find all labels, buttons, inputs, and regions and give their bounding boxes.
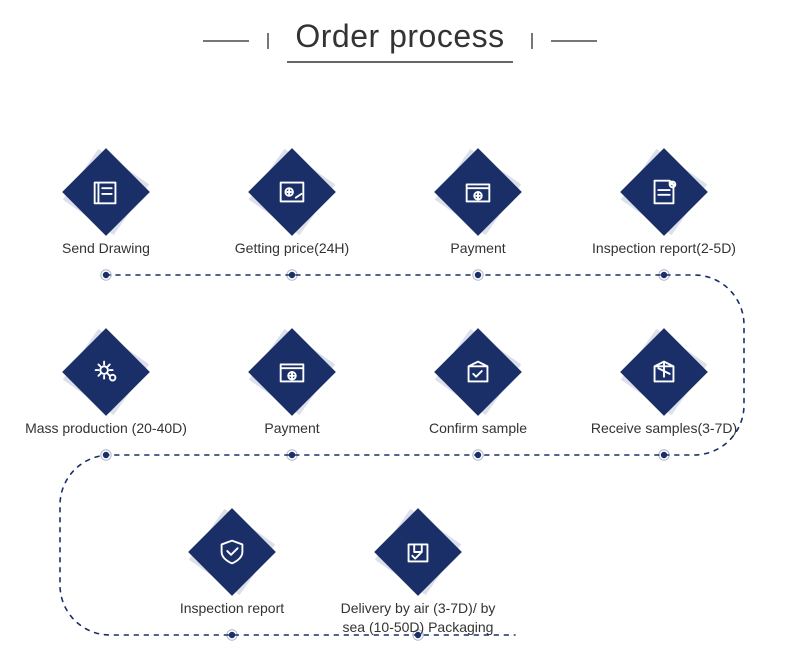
title-bar: Order process xyxy=(0,18,800,63)
step-label: Mass production (20-40D) xyxy=(21,419,191,438)
step-label: Payment xyxy=(207,419,377,438)
order-process-diagram: Order process Send Drawing Getting price(… xyxy=(0,0,800,664)
gears-icon xyxy=(89,355,123,389)
step-icon-wrap xyxy=(69,335,143,409)
step-label: Getting price(24H) xyxy=(207,239,377,258)
step-label: Payment xyxy=(393,239,563,258)
box-check-icon xyxy=(461,355,495,389)
package-icon xyxy=(647,355,681,389)
step-icon-wrap xyxy=(195,515,269,589)
title-decor-right-tick xyxy=(531,33,533,49)
process-step-inspection-1: Inspection report(2-5D) xyxy=(574,155,754,258)
step-label: Inspection report(2-5D) xyxy=(579,239,749,258)
title-decor-left-line xyxy=(203,40,249,42)
diamond xyxy=(374,508,462,596)
step-icon-wrap xyxy=(441,335,515,409)
process-step-delivery: Delivery by air (3-7D)/ by sea (10-50D) … xyxy=(328,515,508,637)
step-icon-wrap xyxy=(441,155,515,229)
process-step-confirm-sample: Confirm sample xyxy=(388,335,568,438)
diamond xyxy=(434,328,522,416)
process-step-send-drawing: Send Drawing xyxy=(16,155,196,258)
title-decor-right-line xyxy=(551,40,597,42)
process-step-payment-1: Payment xyxy=(388,155,568,258)
diamond xyxy=(620,148,708,236)
step-icon-wrap xyxy=(255,335,329,409)
price-icon xyxy=(275,175,309,209)
step-icon-wrap xyxy=(255,155,329,229)
diamond xyxy=(248,328,336,416)
step-label: Confirm sample xyxy=(393,419,563,438)
step-label: Inspection report xyxy=(147,599,317,618)
step-label: Receive samples(3-7D) xyxy=(579,419,749,438)
step-label: Delivery by air (3-7D)/ by sea (10-50D) … xyxy=(333,599,503,637)
step-icon-wrap xyxy=(381,515,455,589)
process-step-getting-price: Getting price(24H) xyxy=(202,155,382,258)
diamond xyxy=(434,148,522,236)
process-step-payment-2: Payment xyxy=(202,335,382,438)
step-icon-wrap xyxy=(627,335,701,409)
report-icon xyxy=(647,175,681,209)
diamond xyxy=(248,148,336,236)
shield-icon xyxy=(215,535,249,569)
diamond xyxy=(188,508,276,596)
page-title: Order process xyxy=(287,18,512,63)
process-step-receive-samples: Receive samples(3-7D) xyxy=(574,335,754,438)
title-decor-left-tick xyxy=(267,33,269,49)
scroll-icon xyxy=(89,175,123,209)
diamond xyxy=(62,148,150,236)
process-step-inspection-2: Inspection report xyxy=(142,515,322,618)
ship-box-icon xyxy=(401,535,435,569)
step-icon-wrap xyxy=(69,155,143,229)
step-icon-wrap xyxy=(627,155,701,229)
wallet-icon xyxy=(275,355,309,389)
step-label: Send Drawing xyxy=(21,239,191,258)
diamond xyxy=(620,328,708,416)
process-step-mass-production: Mass production (20-40D) xyxy=(16,335,196,438)
diamond xyxy=(62,328,150,416)
wallet-icon xyxy=(461,175,495,209)
